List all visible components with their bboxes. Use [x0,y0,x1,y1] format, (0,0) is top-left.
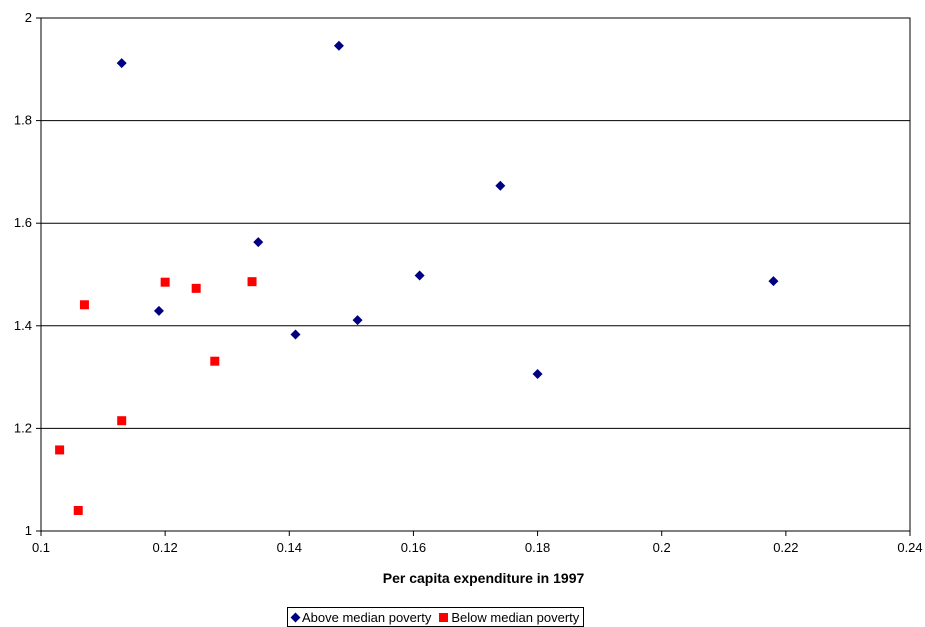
point-below-median [191,283,201,293]
x-tick-label: 0.2 [653,540,671,555]
point-above-median [290,329,301,340]
x-tick-label: 0.1 [32,540,50,555]
x-tick-label: 0.24 [897,540,922,555]
point-above-median [532,369,543,380]
point-below-median [79,300,89,310]
point-above-median [495,180,506,191]
legend: Above median poverty Below median povert… [287,607,585,627]
legend-item-below: Below median poverty [439,610,579,625]
point-above-median [333,40,344,51]
y-tick-label: 1.8 [14,113,32,128]
x-tick-label: 0.12 [152,540,177,555]
point-below-median [210,356,220,366]
plot-area-frame [40,17,911,532]
point-below-median [117,416,127,426]
scatter-chart: 0.1 0.12 0.14 0.16 0.18 0.2 0.22 0.24 1 1.2 1.4 1.… [14,10,923,586]
x-tick-label: 0.14 [277,540,302,555]
y-tick-label: 2 [25,10,32,25]
gridlines [41,17,910,532]
y-axis-ticks: 1 1.2 1.4 1.6 1.8 2 [14,10,41,538]
point-above-median [153,305,164,316]
legend-item-above: Above median poverty [290,609,432,625]
y-tick-label: 1.4 [14,318,32,333]
x-tick-label: 0.18 [525,540,550,555]
x-tick-label: 0.22 [773,540,798,555]
legend-label-above: Above median poverty [302,609,432,625]
diamond-marker-icon [290,612,301,622]
y-tick-label: 1 [25,523,32,538]
legend-label-below: Below median poverty [451,609,580,625]
x-axis-ticks: 0.1 0.12 0.14 0.16 0.18 0.2 0.22 0.24 [32,531,923,555]
point-above-median [253,237,264,248]
y-tick-label: 1.2 [14,420,32,435]
point-above-median [352,315,363,326]
data-points [55,40,779,515]
point-above-median [768,276,779,287]
point-below-median [160,277,170,287]
y-tick-label: 1.6 [14,215,32,230]
point-above-median [414,270,425,281]
point-below-median [247,277,257,287]
point-above-median [116,58,127,69]
point-below-median [55,445,65,455]
square-marker-icon [439,612,449,622]
point-below-median [73,505,83,515]
x-tick-label: 0.16 [401,540,426,555]
x-axis-title: Per capita expenditure in 1997 [383,570,585,586]
